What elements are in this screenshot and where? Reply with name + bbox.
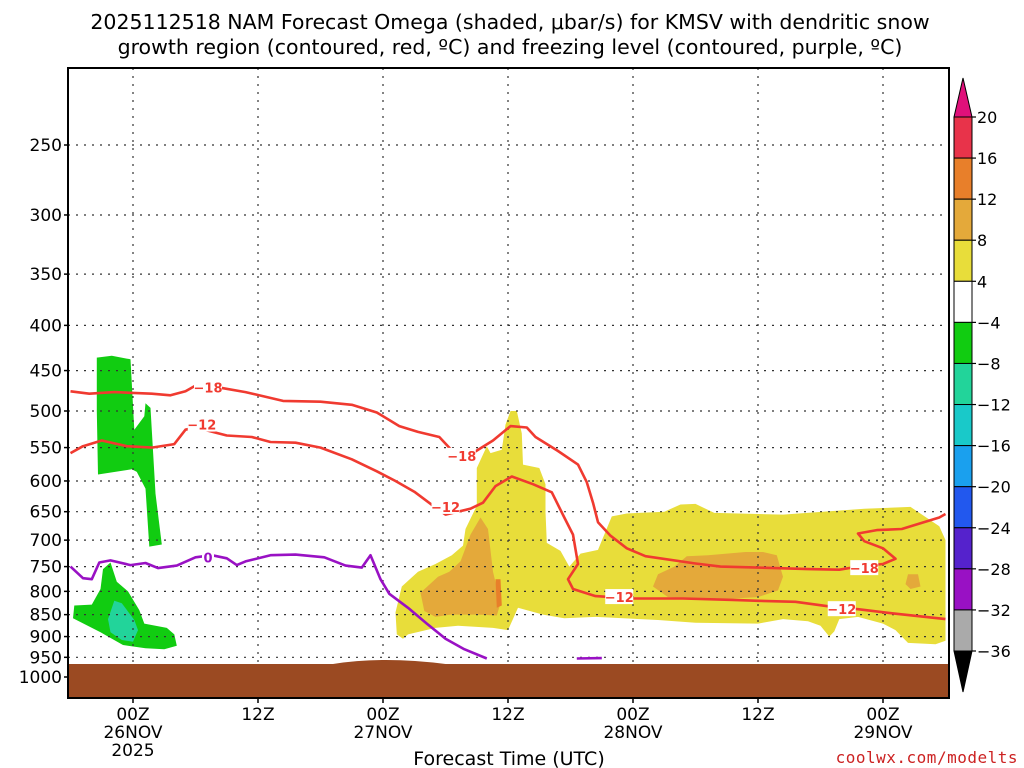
colorbar-swatch <box>953 321 973 364</box>
y-tick-label: 450 <box>30 362 62 382</box>
colorbar-label: −28 <box>977 560 1011 579</box>
x-tick-year-label: 2025 <box>111 741 154 761</box>
colorbar-label: −20 <box>977 478 1011 497</box>
chart-title-line-2: growth region (contoured, red, ºC) and f… <box>118 35 903 59</box>
y-tick-label: 800 <box>30 582 62 602</box>
ground-terrain-rise <box>333 660 446 664</box>
x-tick-label: 00Z <box>116 705 149 725</box>
contour-label: −12 <box>605 591 634 606</box>
x-tick-label: 12Z <box>241 705 274 725</box>
colorbar-swatch <box>953 404 973 447</box>
contour-label-bg <box>850 560 879 576</box>
colorbar: 20 16 12 8 4 −4 −8 −12 −16 −20 −24 −28 −32 −36 <box>953 77 1011 693</box>
y-tick-label: 1000 <box>19 668 62 688</box>
y-tick-label: 650 <box>30 503 62 523</box>
omega-region-teal-core <box>108 600 138 642</box>
colorbar-label: 12 <box>977 190 997 209</box>
omega-region-green-lower <box>73 562 177 650</box>
x-tick-date-label: 26NOV <box>103 723 162 743</box>
contour-label: −18 <box>447 450 476 465</box>
y-tick-label: 950 <box>30 648 62 668</box>
x-tick-label: 00Z <box>366 705 399 725</box>
contour-label-bg <box>605 589 634 605</box>
plot-area: −18 −18 −18 −12 −12 −12 −12 0 <box>67 67 950 699</box>
contour-label-bg <box>827 601 856 617</box>
omega-region-green-upper <box>96 355 162 547</box>
colorbar-label: 8 <box>977 231 987 250</box>
y-tick-label: 850 <box>30 606 62 626</box>
colorbar-label: 20 <box>977 108 997 127</box>
contour-label: −12 <box>187 419 216 434</box>
x-tick-date-label: 29NOV <box>853 723 912 743</box>
y-tick-label: 750 <box>30 558 62 578</box>
colorbar-over-arrow <box>953 77 973 118</box>
contour-minus18 <box>70 384 947 571</box>
contour-label: −18 <box>850 562 879 577</box>
contour-label: 0 <box>203 551 212 566</box>
x-tick-label: 00Z <box>866 705 899 725</box>
contour-label-bg <box>202 549 214 565</box>
y-tick-label: 300 <box>30 206 62 226</box>
colorbar-swatch <box>953 239 973 282</box>
y-tick-label: 700 <box>30 531 62 551</box>
colorbar-label: −4 <box>977 313 1001 332</box>
contour-label: −12 <box>431 501 460 516</box>
x-tick-date-label: 27NOV <box>353 723 412 743</box>
colorbar-label: −16 <box>977 437 1011 456</box>
colorbar-label: 4 <box>977 272 987 291</box>
contour-0-freezing <box>69 553 488 660</box>
colorbar-swatch <box>953 568 973 611</box>
colorbar-label: −24 <box>977 519 1011 538</box>
y-tick-label: 250 <box>30 136 62 156</box>
colorbar-swatch <box>953 486 973 529</box>
chart-title-line-1: 2025112518 NAM Forecast Omega (shaded, μ… <box>90 10 929 34</box>
colorbar-label: 16 <box>977 149 997 168</box>
omega-region-yellow-main <box>395 411 946 645</box>
omega-region-orange-dot <box>905 574 921 589</box>
y-tick-label: 350 <box>30 265 62 285</box>
colorbar-swatch <box>953 157 973 200</box>
colorbar-label: −32 <box>977 601 1011 620</box>
x-tick-label: 00Z <box>616 705 649 725</box>
colorbar-swatch <box>953 362 973 406</box>
colorbar-swatch <box>953 116 973 159</box>
y-tick-label: 900 <box>30 628 62 648</box>
contour-label-bg <box>431 498 460 514</box>
colorbar-label: −12 <box>977 396 1011 415</box>
contour-label-bg <box>194 379 222 395</box>
omega-region-orange-left <box>420 517 501 617</box>
contour-label-bg <box>187 416 216 432</box>
y-tick-label: 550 <box>30 439 62 459</box>
grid-lines <box>68 68 949 698</box>
watermark: coolwx.com/modelts <box>836 748 1018 767</box>
contour-layer: −18 −18 −18 −12 −12 −12 −12 0 <box>69 379 947 660</box>
y-tick-label: 600 <box>30 472 62 492</box>
omega-shading-layer <box>73 355 946 650</box>
x-tick-label: 12Z <box>491 705 524 725</box>
colorbar-swatch <box>953 280 973 323</box>
omega-region-orange-right <box>653 552 783 599</box>
y-tick-label: 500 <box>30 402 62 422</box>
x-tick-label: 12Z <box>741 705 774 725</box>
colorbar-label: −36 <box>977 642 1011 661</box>
colorbar-swatch <box>953 445 973 488</box>
x-tick-date-label: 28NOV <box>603 723 662 743</box>
colorbar-swatch <box>953 198 973 241</box>
colorbar-swatch <box>953 527 973 570</box>
y-tick-label: 400 <box>30 316 62 336</box>
x-axis-title: Forecast Time (UTC) <box>413 748 604 768</box>
y-axis: 2503003504004505005506006507007508008509… <box>19 136 68 688</box>
contour-label: −18 <box>194 381 223 396</box>
colorbar-label: −8 <box>977 354 1001 373</box>
contour-label-bg <box>447 447 476 463</box>
colorbar-swatch <box>953 609 973 652</box>
ground-terrain <box>69 664 948 697</box>
colorbar-under-arrow <box>953 650 973 693</box>
contour-label: −12 <box>827 603 856 618</box>
omega-region-red-streak <box>495 579 502 608</box>
